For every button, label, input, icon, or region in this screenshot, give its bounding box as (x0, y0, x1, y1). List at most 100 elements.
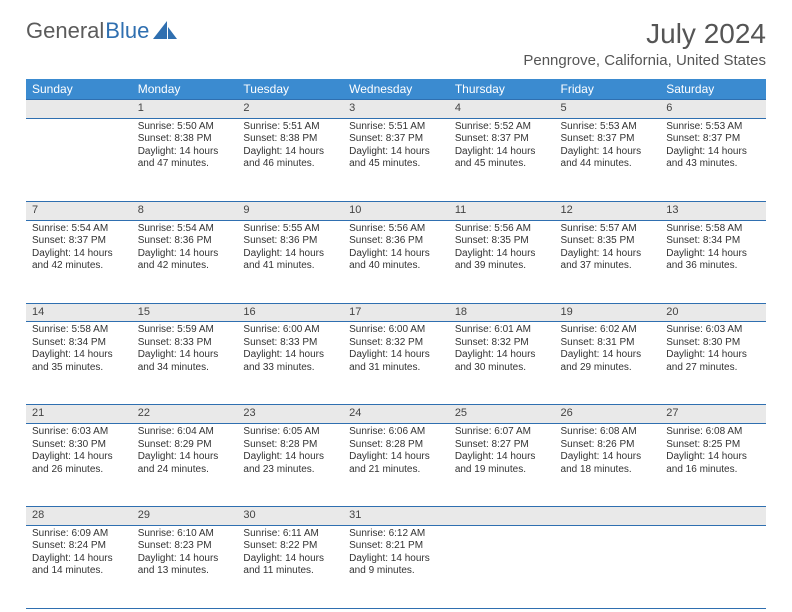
daylight-text: Daylight: 14 hours and 21 minutes. (349, 451, 443, 476)
day-number-cell: 30 (237, 507, 343, 526)
daylight-text: Daylight: 14 hours and 39 minutes. (455, 248, 549, 273)
weekday-header: Thursday (449, 79, 555, 100)
day-cell: Sunrise: 6:07 AMSunset: 8:27 PMDaylight:… (449, 424, 555, 507)
weekday-header: Tuesday (237, 79, 343, 100)
sunset-text: Sunset: 8:33 PM (243, 337, 337, 350)
day-cell: Sunrise: 5:55 AMSunset: 8:36 PMDaylight:… (237, 220, 343, 303)
brand-sail-icon (153, 21, 179, 41)
brand-part2: Blue (105, 18, 149, 44)
day-cell: Sunrise: 5:58 AMSunset: 8:34 PMDaylight:… (26, 322, 132, 405)
month-title: July 2024 (523, 18, 766, 50)
day-cell: Sunrise: 6:05 AMSunset: 8:28 PMDaylight:… (237, 424, 343, 507)
daylight-text: Daylight: 14 hours and 45 minutes. (349, 146, 443, 171)
day-number-cell: 29 (132, 507, 238, 526)
daylight-text: Daylight: 14 hours and 42 minutes. (138, 248, 232, 273)
day-cell: Sunrise: 6:04 AMSunset: 8:29 PMDaylight:… (132, 424, 238, 507)
daylight-text: Daylight: 14 hours and 27 minutes. (666, 349, 760, 374)
daylight-text: Daylight: 14 hours and 26 minutes. (32, 451, 126, 476)
sunrise-text: Sunrise: 6:03 AM (666, 324, 760, 337)
day-cell: Sunrise: 6:03 AMSunset: 8:30 PMDaylight:… (26, 424, 132, 507)
sunrise-text: Sunrise: 6:00 AM (349, 324, 443, 337)
day-cell: Sunrise: 5:54 AMSunset: 8:37 PMDaylight:… (26, 220, 132, 303)
day-number-cell: 27 (660, 405, 766, 424)
sunrise-text: Sunrise: 5:51 AM (243, 121, 337, 134)
location-text: Penngrove, California, United States (523, 52, 766, 69)
sunrise-text: Sunrise: 5:54 AM (32, 223, 126, 236)
day-number-cell: 3 (343, 100, 449, 119)
sunset-text: Sunset: 8:35 PM (561, 235, 655, 248)
day-number-cell: 10 (343, 201, 449, 220)
day-number-cell: 25 (449, 405, 555, 424)
sunset-text: Sunset: 8:38 PM (243, 133, 337, 146)
day-number-cell: 26 (555, 405, 661, 424)
day-cell: Sunrise: 5:56 AMSunset: 8:35 PMDaylight:… (449, 220, 555, 303)
sunrise-text: Sunrise: 5:56 AM (349, 223, 443, 236)
daylight-text: Daylight: 14 hours and 33 minutes. (243, 349, 337, 374)
weekday-header: Friday (555, 79, 661, 100)
sunset-text: Sunset: 8:37 PM (561, 133, 655, 146)
brand-part1: General (26, 18, 104, 44)
day-number-cell: 13 (660, 201, 766, 220)
day-cell: Sunrise: 5:52 AMSunset: 8:37 PMDaylight:… (449, 118, 555, 201)
day-number-cell: 14 (26, 303, 132, 322)
sunset-text: Sunset: 8:29 PM (138, 439, 232, 452)
daylight-text: Daylight: 14 hours and 18 minutes. (561, 451, 655, 476)
sunset-text: Sunset: 8:27 PM (455, 439, 549, 452)
sunrise-text: Sunrise: 5:55 AM (243, 223, 337, 236)
day-cell: Sunrise: 6:11 AMSunset: 8:22 PMDaylight:… (237, 525, 343, 608)
day-cell: Sunrise: 6:00 AMSunset: 8:32 PMDaylight:… (343, 322, 449, 405)
day-number-cell: 21 (26, 405, 132, 424)
day-number-cell: 11 (449, 201, 555, 220)
sunset-text: Sunset: 8:25 PM (666, 439, 760, 452)
day-number-cell: 22 (132, 405, 238, 424)
sunrise-text: Sunrise: 5:54 AM (138, 223, 232, 236)
day-number-cell: 1 (132, 100, 238, 119)
sunrise-text: Sunrise: 5:51 AM (349, 121, 443, 134)
sunset-text: Sunset: 8:28 PM (243, 439, 337, 452)
day-cell (449, 525, 555, 608)
sunset-text: Sunset: 8:36 PM (138, 235, 232, 248)
sunrise-text: Sunrise: 5:57 AM (561, 223, 655, 236)
sunrise-text: Sunrise: 6:08 AM (666, 426, 760, 439)
daylight-text: Daylight: 14 hours and 36 minutes. (666, 248, 760, 273)
sunrise-text: Sunrise: 6:12 AM (349, 528, 443, 541)
sunrise-text: Sunrise: 5:58 AM (32, 324, 126, 337)
day-cell (660, 525, 766, 608)
day-cell: Sunrise: 6:08 AMSunset: 8:25 PMDaylight:… (660, 424, 766, 507)
day-number-cell: 20 (660, 303, 766, 322)
weekday-header: Wednesday (343, 79, 449, 100)
daylight-text: Daylight: 14 hours and 24 minutes. (138, 451, 232, 476)
sunset-text: Sunset: 8:38 PM (138, 133, 232, 146)
sunset-text: Sunset: 8:36 PM (243, 235, 337, 248)
day-cell (26, 118, 132, 201)
sunrise-text: Sunrise: 6:02 AM (561, 324, 655, 337)
day-number-cell: 7 (26, 201, 132, 220)
weekday-header: Sunday (26, 79, 132, 100)
sunrise-text: Sunrise: 6:01 AM (455, 324, 549, 337)
sunset-text: Sunset: 8:37 PM (666, 133, 760, 146)
sunrise-text: Sunrise: 6:00 AM (243, 324, 337, 337)
sunset-text: Sunset: 8:34 PM (32, 337, 126, 350)
day-cell: Sunrise: 5:58 AMSunset: 8:34 PMDaylight:… (660, 220, 766, 303)
sunset-text: Sunset: 8:30 PM (32, 439, 126, 452)
daylight-text: Daylight: 14 hours and 41 minutes. (243, 248, 337, 273)
day-cell: Sunrise: 6:10 AMSunset: 8:23 PMDaylight:… (132, 525, 238, 608)
sunrise-text: Sunrise: 6:11 AM (243, 528, 337, 541)
sunset-text: Sunset: 8:26 PM (561, 439, 655, 452)
day-number-cell: 12 (555, 201, 661, 220)
daylight-text: Daylight: 14 hours and 9 minutes. (349, 553, 443, 578)
weekday-header: Monday (132, 79, 238, 100)
day-number-cell: 31 (343, 507, 449, 526)
daylight-text: Daylight: 14 hours and 40 minutes. (349, 248, 443, 273)
daylight-text: Daylight: 14 hours and 14 minutes. (32, 553, 126, 578)
day-cell: Sunrise: 6:08 AMSunset: 8:26 PMDaylight:… (555, 424, 661, 507)
calendar-body: 123456Sunrise: 5:50 AMSunset: 8:38 PMDay… (26, 100, 766, 609)
calendar-table: SundayMondayTuesdayWednesdayThursdayFrid… (26, 79, 766, 609)
sunrise-text: Sunrise: 5:52 AM (455, 121, 549, 134)
title-block: July 2024 Penngrove, California, United … (523, 18, 766, 69)
sunset-text: Sunset: 8:35 PM (455, 235, 549, 248)
day-cell: Sunrise: 6:01 AMSunset: 8:32 PMDaylight:… (449, 322, 555, 405)
day-number-cell: 9 (237, 201, 343, 220)
sunset-text: Sunset: 8:37 PM (349, 133, 443, 146)
sunrise-text: Sunrise: 6:06 AM (349, 426, 443, 439)
